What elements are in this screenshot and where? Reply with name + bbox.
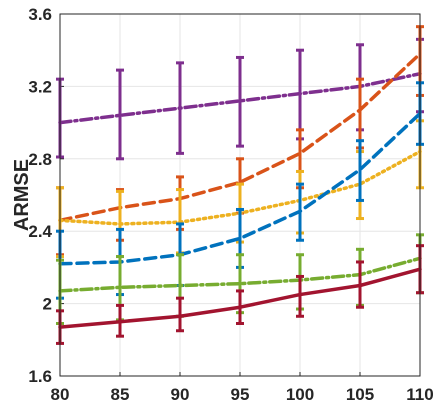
series-5 xyxy=(56,244,424,345)
series-0 xyxy=(56,37,424,161)
tick-labels: 80 85 90 95 100 105 110 1.6 2 2.4 2.8 3.2 3.6 xyxy=(28,5,433,404)
series-line xyxy=(58,267,422,329)
x-tick-label: 100 xyxy=(286,385,314,404)
y-tick-label: 3.6 xyxy=(28,5,52,24)
y-tick-label: 2.8 xyxy=(28,150,52,169)
series-layer xyxy=(56,25,424,345)
x-tick-label: 85 xyxy=(111,385,130,404)
y-tick-label: 2 xyxy=(43,295,52,314)
x-tick-label: 80 xyxy=(51,385,70,404)
y-tick-label: 2.4 xyxy=(28,222,52,241)
plot-frame xyxy=(59,13,421,377)
x-tick-label: 105 xyxy=(346,385,374,404)
y-axis-label: ARMSE xyxy=(11,159,33,231)
x-tick-label: 95 xyxy=(231,385,250,404)
x-tick-label: 110 xyxy=(406,385,433,404)
y-tick-label: 1.6 xyxy=(28,367,52,386)
y-tick-label: 3.2 xyxy=(28,77,52,96)
x-tick-label: 90 xyxy=(171,385,190,404)
